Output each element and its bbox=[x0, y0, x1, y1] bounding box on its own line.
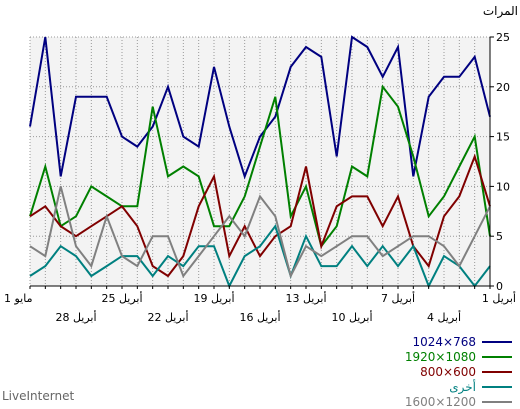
y-axis-title: المرات bbox=[482, 4, 518, 18]
footer-brand: LiveInternet bbox=[2, 389, 75, 403]
x-tick-label: 4 أبريل bbox=[427, 310, 461, 324]
x-tick-label: 25 أبريل bbox=[101, 291, 142, 305]
x-tick-label: 28 أبريل bbox=[55, 310, 96, 324]
legend-swatch bbox=[482, 400, 512, 403]
legend-item: 1920×1080 bbox=[292, 349, 512, 364]
legend-swatch bbox=[482, 370, 512, 373]
legend-label: 1600×1200 bbox=[404, 394, 476, 409]
legend-label: 1024×768 bbox=[412, 334, 477, 349]
x-tick-label: 19 أبريل bbox=[193, 291, 234, 305]
x-tick-label: 13 أبريل bbox=[285, 291, 326, 305]
y-tick-label: 10 bbox=[496, 180, 510, 193]
y-tick-label: 5 bbox=[496, 230, 503, 243]
plot-area bbox=[30, 37, 490, 286]
legend: 1024×768 1920×1080 800×600 أخرى 1600×120… bbox=[292, 334, 512, 409]
y-tick-label: 0 bbox=[496, 280, 503, 293]
x-tick-label: 10 أبريل bbox=[331, 310, 372, 324]
x-tick-label: 1 أبريل bbox=[482, 291, 516, 305]
x-tick-label: 7 أبريل bbox=[381, 291, 415, 305]
x-tick-label: 1 مايو bbox=[4, 292, 33, 305]
y-tick-label: 25 bbox=[496, 31, 510, 44]
y-tick-label: 20 bbox=[496, 81, 510, 94]
legend-swatch bbox=[482, 340, 512, 343]
legend-label: أخرى bbox=[449, 379, 476, 394]
legend-label: 800×600 bbox=[420, 364, 476, 379]
legend-item: 800×600 bbox=[292, 364, 512, 379]
legend-item: 1600×1200 bbox=[292, 394, 512, 409]
legend-swatch bbox=[482, 385, 512, 388]
series-line-3 bbox=[29, 224, 491, 289]
y-tick-label: 15 bbox=[496, 131, 510, 144]
legend-item: أخرى bbox=[292, 379, 512, 394]
series-line-4 bbox=[29, 186, 491, 279]
legend-item: 1024×768 bbox=[292, 334, 512, 349]
series-line-0 bbox=[29, 35, 491, 180]
series-line-1 bbox=[29, 84, 491, 249]
x-tick-label: 16 أبريل bbox=[239, 310, 280, 324]
x-tick-label: 22 أبريل bbox=[147, 310, 188, 324]
legend-label: 1920×1080 bbox=[404, 349, 476, 364]
series-lines bbox=[29, 35, 491, 289]
line-chart: 0 5 10 15 20 25 1 مايو 25 أبريل 19 أبريل 13 أبريل… bbox=[4, 31, 516, 324]
legend-swatch bbox=[482, 355, 512, 358]
axes: 0 5 10 15 20 25 1 مايو 25 أبريل 19 أبريل 13 أبريل… bbox=[4, 31, 516, 324]
